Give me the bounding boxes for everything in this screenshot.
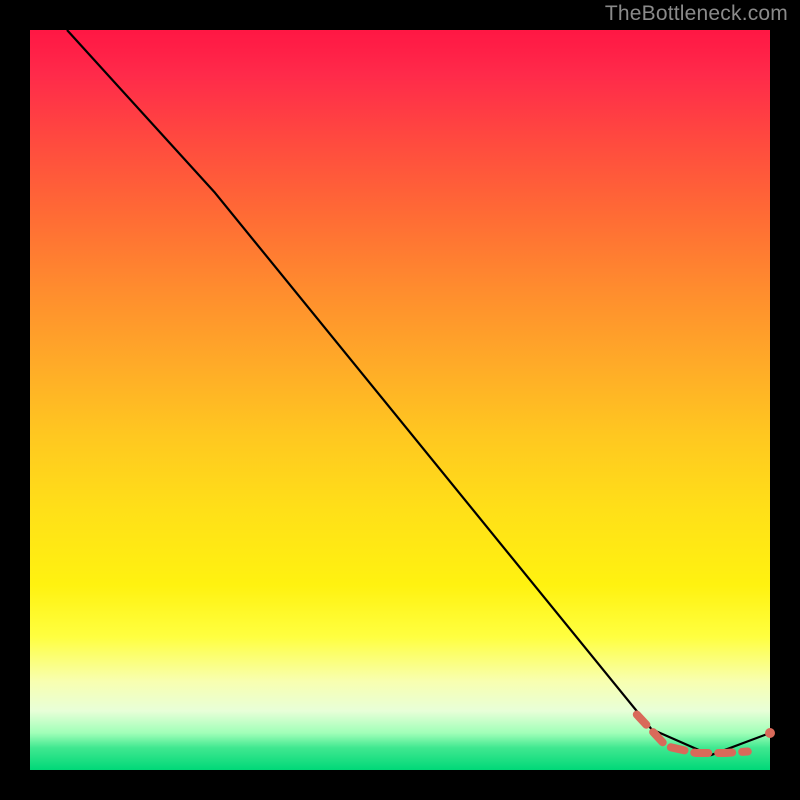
chart-container: TheBottleneck.com [0, 0, 800, 800]
watermark-text: TheBottleneck.com [605, 2, 788, 26]
series-end-marker [765, 728, 775, 738]
chart-gradient-background [30, 30, 770, 770]
bottleneck-chart [0, 0, 800, 800]
